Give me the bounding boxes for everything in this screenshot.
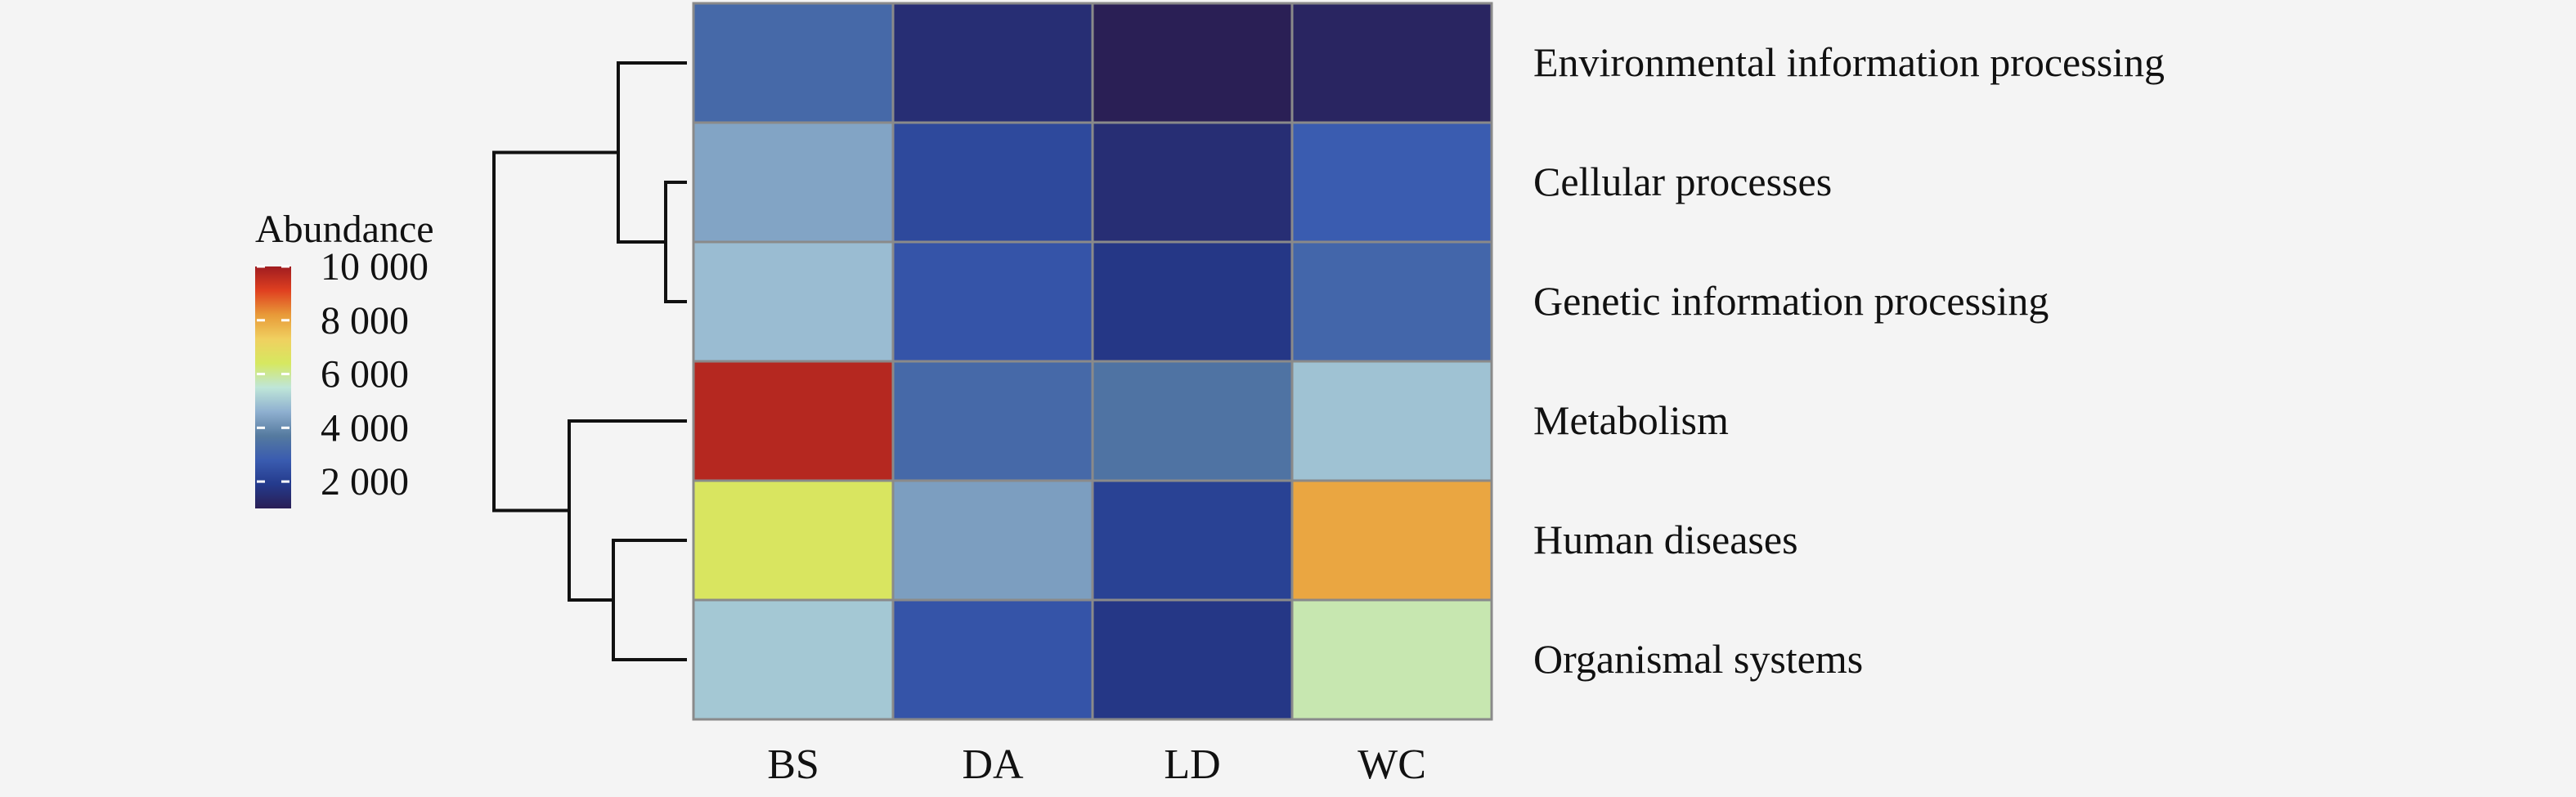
row-label: Environmental information processing	[1533, 39, 2165, 85]
heatmap-cell	[1091, 360, 1294, 482]
heatmap-cell	[891, 2, 1094, 124]
dendrogram-branch	[612, 539, 687, 661]
heatmap-cell	[1091, 2, 1294, 124]
row-labels: Environmental information processing Cell…	[1533, 39, 2165, 682]
heatmap-cell	[1290, 598, 1493, 721]
heatmap-cell	[1091, 240, 1294, 363]
heatmap-cell	[1091, 479, 1294, 602]
heatmap-cell	[1091, 121, 1294, 244]
column-label: WC	[1358, 741, 1426, 788]
row-dendrogram	[492, 61, 687, 661]
color-legend: Abundance 10 000 8 000 6 000 4 000 2 000	[255, 208, 434, 508]
row-label: Genetic information processing	[1533, 278, 2049, 324]
heatmap-cell	[692, 2, 895, 124]
heatmap-cell	[1290, 240, 1493, 363]
heatmap-cell	[1290, 121, 1493, 244]
legend-colorbar	[255, 266, 291, 508]
heatmap-cell	[1290, 2, 1493, 124]
legend-title: Abundance	[255, 208, 434, 251]
row-label: Human diseases	[1533, 517, 1798, 562]
dendrogram-branch	[617, 61, 687, 244]
heatmap-cell	[891, 360, 1094, 482]
legend-tick-label: 2 000	[321, 460, 409, 504]
heatmap-cell	[692, 240, 895, 363]
heatmap-cell	[891, 598, 1094, 721]
heatmap-cells	[692, 2, 1493, 721]
row-label: Cellular processes	[1533, 159, 1832, 204]
legend-tick-label: 8 000	[321, 299, 409, 343]
dendrogram-branch	[492, 150, 618, 513]
heatmap-cell	[692, 479, 895, 602]
legend-tick-label: 6 000	[321, 353, 409, 396]
legend-ticks: 10 000 8 000 6 000 4 000 2 000	[257, 245, 429, 504]
column-labels: BS DA LD WC	[767, 741, 1426, 788]
column-label: DA	[962, 741, 1024, 788]
heatmap-cell	[891, 240, 1094, 363]
heatmap-cell	[1091, 598, 1294, 721]
dendrogram-branch	[664, 181, 687, 303]
dendrogram-branch	[568, 419, 687, 602]
heatmap-cell	[891, 479, 1094, 602]
heatmap-cell	[692, 598, 895, 721]
legend-tick-label: 10 000	[321, 245, 429, 289]
row-label: Organismal systems	[1533, 636, 1863, 682]
column-label: LD	[1164, 741, 1220, 788]
heatmap-cell	[1290, 479, 1493, 602]
heatmap-cell	[891, 121, 1094, 244]
heatmap-cell	[692, 121, 895, 244]
column-label: BS	[767, 741, 819, 788]
heatmap-cell	[1290, 360, 1493, 482]
heatmap-cell	[692, 360, 895, 482]
legend-tick-label: 4 000	[321, 406, 409, 450]
row-label: Metabolism	[1533, 397, 1729, 443]
